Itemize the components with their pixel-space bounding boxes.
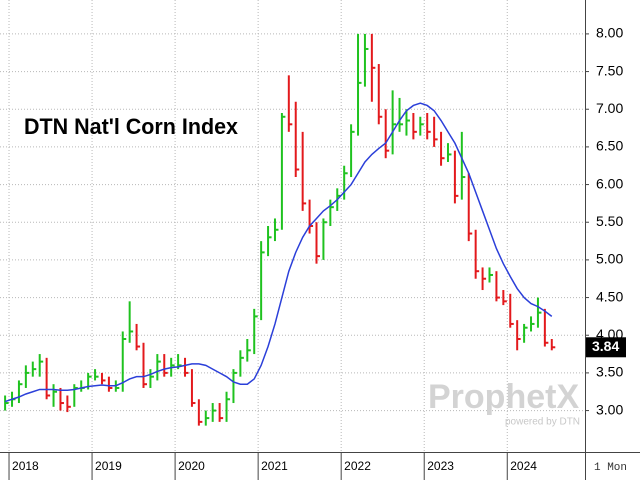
y-tick-label: 5.00	[596, 251, 623, 267]
period-label: 1 Mon	[594, 462, 627, 474]
last-price-label: 3.84	[592, 338, 619, 354]
y-tick-label: 8.00	[596, 25, 623, 41]
y-tick-label: 6.00	[596, 175, 623, 191]
y-tick-label: 6.50	[596, 138, 623, 154]
grid	[0, 0, 585, 452]
y-tick-label: 3.00	[596, 401, 623, 417]
x-tick-label: 2023	[427, 459, 454, 473]
x-tick-label: 2022	[344, 459, 371, 473]
y-tick-label: 3.50	[596, 364, 623, 380]
moving-average-line	[4, 102, 553, 403]
y-tick-label: 5.50	[596, 213, 623, 229]
x-tick-label: 2018	[12, 459, 39, 473]
last-price-box	[586, 337, 626, 358]
y-tick-label: 7.00	[596, 100, 623, 116]
chart-title: DTN Nat'l Corn Index	[24, 114, 239, 139]
x-tick-label: 2020	[178, 459, 205, 473]
watermark: ProphetX	[428, 378, 579, 416]
watermark-sub: powered by DTN	[505, 417, 580, 428]
y-tick-label: 4.50	[596, 288, 623, 304]
x-tick-label: 2024	[510, 459, 537, 473]
y-tick-label: 7.50	[596, 62, 623, 78]
x-tick-label: 2019	[95, 459, 122, 473]
x-tick-label: 2021	[261, 459, 288, 473]
